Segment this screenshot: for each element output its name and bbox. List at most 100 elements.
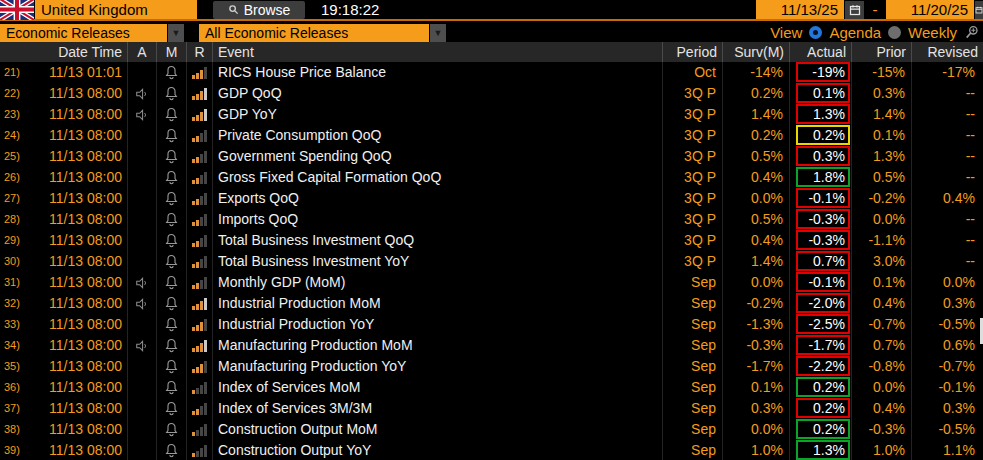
table-row[interactable]: 24)11/13 08:00Private Consumption QoQ3Q …	[0, 125, 983, 146]
event-name[interactable]: Manufacturing Production MoM	[213, 335, 663, 356]
relevance-bars-icon[interactable]	[192, 172, 207, 184]
cell-alarm[interactable]	[157, 230, 187, 251]
cell-alarm[interactable]	[157, 419, 187, 440]
table-row[interactable]: 25)11/13 08:00Government Spending QoQ3Q …	[0, 146, 983, 167]
chevron-down-icon[interactable]: ▼	[168, 24, 184, 42]
cell-alert[interactable]	[128, 293, 157, 314]
bell-icon[interactable]	[165, 65, 178, 80]
bell-icon[interactable]	[165, 128, 178, 143]
relevance-bars-icon[interactable]	[192, 445, 207, 457]
relevance-bars-icon[interactable]	[192, 277, 207, 289]
cell-alarm[interactable]	[157, 398, 187, 419]
cell-alert[interactable]	[128, 104, 157, 125]
bell-icon[interactable]	[165, 86, 178, 101]
cell-alarm[interactable]	[157, 167, 187, 188]
country-input[interactable]: United Kingdom	[35, 0, 197, 19]
table-row[interactable]: 31)11/13 08:00Monthly GDP (MoM)Sep0.0%-0…	[0, 272, 983, 293]
table-row[interactable]: 38)11/13 08:00Construction Output MoMSep…	[0, 419, 983, 440]
event-name[interactable]: Industrial Production MoM	[213, 293, 663, 314]
cell-alarm[interactable]	[157, 377, 187, 398]
relevance-bars-icon[interactable]	[192, 235, 207, 247]
cell-alert[interactable]	[128, 335, 157, 356]
table-row[interactable]: 26)11/13 08:00Gross Fixed Capital Format…	[0, 167, 983, 188]
relevance-bars-icon[interactable]	[192, 424, 207, 436]
weekly-label[interactable]: Weekly	[908, 24, 957, 41]
cell-alarm[interactable]	[157, 293, 187, 314]
table-row[interactable]: 21)11/13 01:01RICS House Price BalanceOc…	[0, 62, 983, 83]
cell-alarm[interactable]	[157, 125, 187, 146]
table-row[interactable]: 33)11/13 08:00Industrial Production YoYS…	[0, 314, 983, 335]
event-name[interactable]: Index of Services 3M/3M	[213, 398, 663, 419]
bell-icon[interactable]	[165, 443, 178, 458]
table-row[interactable]: 22)11/13 08:00GDP QoQ3Q P0.2%0.1%0.3%--	[0, 83, 983, 104]
event-name[interactable]: Construction Output YoY	[213, 440, 663, 460]
relevance-bars-icon[interactable]	[192, 214, 207, 226]
bell-icon[interactable]	[165, 107, 178, 122]
cell-alert[interactable]	[128, 62, 157, 83]
bell-icon[interactable]	[165, 254, 178, 269]
relevance-bars-icon[interactable]	[192, 193, 207, 205]
table-row[interactable]: 34)11/13 08:00Manufacturing Production M…	[0, 335, 983, 356]
agenda-radio[interactable]	[809, 26, 822, 39]
bell-icon[interactable]	[165, 380, 178, 395]
bell-icon[interactable]	[165, 422, 178, 437]
zoom-plus-icon[interactable]	[964, 25, 980, 41]
cell-alert[interactable]	[128, 251, 157, 272]
cell-alarm[interactable]	[157, 314, 187, 335]
event-name[interactable]: Exports QoQ	[213, 188, 663, 209]
cell-alarm[interactable]	[157, 104, 187, 125]
bell-icon[interactable]	[165, 149, 178, 164]
cell-alert[interactable]	[128, 272, 157, 293]
table-row[interactable]: 39)11/13 08:00Construction Output YoYSep…	[0, 440, 983, 460]
cell-alert[interactable]	[128, 398, 157, 419]
table-row[interactable]: 30)11/13 08:00Total Business Investment …	[0, 251, 983, 272]
relevance-bars-icon[interactable]	[192, 67, 207, 79]
relevance-bars-icon[interactable]	[192, 319, 207, 331]
bell-icon[interactable]	[165, 401, 178, 416]
cell-alert[interactable]	[128, 377, 157, 398]
bell-icon[interactable]	[165, 191, 178, 206]
event-name[interactable]: Imports QoQ	[213, 209, 663, 230]
cell-alert[interactable]	[128, 146, 157, 167]
header-alert[interactable]: A	[128, 42, 157, 62]
cell-alert[interactable]	[128, 314, 157, 335]
header-market-moving[interactable]: M	[157, 42, 187, 62]
cell-alert[interactable]	[128, 125, 157, 146]
relevance-bars-icon[interactable]	[192, 361, 207, 373]
calendar-from-button[interactable]	[845, 1, 864, 19]
cell-alert[interactable]	[128, 188, 157, 209]
table-row[interactable]: 35)11/13 08:00Manufacturing Production Y…	[0, 356, 983, 377]
header-event[interactable]: Event	[213, 42, 663, 62]
event-name[interactable]: Gross Fixed Capital Formation QoQ	[213, 167, 663, 188]
cell-alarm[interactable]	[157, 209, 187, 230]
relevance-bars-icon[interactable]	[192, 256, 207, 268]
event-name[interactable]: Total Business Investment YoY	[213, 251, 663, 272]
bell-icon[interactable]	[165, 317, 178, 332]
relevance-bars-icon[interactable]	[192, 88, 207, 100]
table-row[interactable]: 28)11/13 08:00Imports QoQ3Q P0.5%-0.3%0.…	[0, 209, 983, 230]
header-prior[interactable]: Prior	[852, 42, 912, 62]
relevance-bars-icon[interactable]	[192, 403, 207, 415]
header-actual[interactable]: Actual	[790, 42, 852, 62]
chevron-down-icon[interactable]: ▼	[430, 24, 446, 42]
table-row[interactable]: 37)11/13 08:00Index of Services 3M/3MSep…	[0, 398, 983, 419]
header-relevance[interactable]: R	[187, 42, 213, 62]
agenda-label[interactable]: Agenda	[829, 24, 881, 41]
bell-icon[interactable]	[165, 212, 178, 227]
bell-icon[interactable]	[165, 338, 178, 353]
cell-alert[interactable]	[128, 209, 157, 230]
table-row[interactable]: 29)11/13 08:00Total Business Investment …	[0, 230, 983, 251]
release-filter-dropdown[interactable]: All Economic Releases ▼	[199, 24, 446, 42]
table-row[interactable]: 27)11/13 08:00Exports QoQ3Q P0.0%-0.1%-0…	[0, 188, 983, 209]
relevance-bars-icon[interactable]	[192, 382, 207, 394]
cell-alarm[interactable]	[157, 146, 187, 167]
event-name[interactable]: Monthly GDP (MoM)	[213, 272, 663, 293]
header-revised[interactable]: Revised	[912, 42, 983, 62]
cell-alarm[interactable]	[157, 251, 187, 272]
event-name[interactable]: Construction Output MoM	[213, 419, 663, 440]
bell-icon[interactable]	[165, 296, 178, 311]
cell-alarm[interactable]	[157, 62, 187, 83]
header-survey[interactable]: Surv(M)	[723, 42, 790, 62]
weekly-radio[interactable]	[888, 26, 901, 39]
cell-alert[interactable]	[128, 440, 157, 460]
